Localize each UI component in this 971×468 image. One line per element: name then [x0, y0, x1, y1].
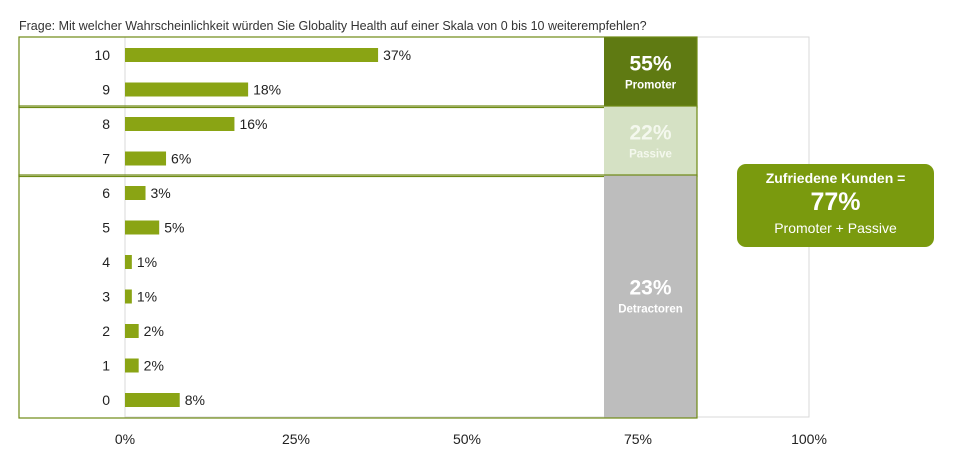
bar-6: [125, 186, 146, 200]
category-label-9: 9: [102, 82, 110, 98]
x-tick-label-100: 100%: [791, 431, 827, 447]
category-label-6: 6: [102, 185, 110, 201]
group-band-passive: [604, 106, 697, 177]
bar-2: [125, 324, 139, 338]
category-label-7: 7: [102, 151, 110, 167]
category-label-5: 5: [102, 220, 110, 236]
group-value-passive: 22%: [629, 121, 671, 144]
bar-0: [125, 393, 180, 407]
value-label-1: 2%: [144, 358, 164, 374]
bar-8: [125, 117, 235, 131]
value-label-6: 3%: [151, 185, 171, 201]
group-box-promoter: [18, 36, 698, 109]
group-value-detractoren: 23%: [629, 277, 671, 300]
category-label-8: 8: [102, 116, 110, 132]
value-label-0: 8%: [185, 392, 205, 408]
bar-7: [125, 151, 167, 166]
group-band-promoter: [604, 37, 697, 108]
category-label-0: 0: [102, 392, 110, 408]
category-label-10: 10: [94, 47, 110, 63]
callout-subtitle: Promoter + Passive: [774, 220, 897, 236]
callout-title: Zufriedene Kunden =: [765, 170, 906, 186]
bar-9: [125, 82, 249, 97]
value-label-9: 18%: [253, 82, 281, 98]
bar-1: [125, 358, 139, 373]
satisfied-customers-callout: Zufriedene Kunden = 77% Promoter + Passi…: [737, 164, 934, 247]
group-band-detractoren: [604, 175, 697, 418]
x-tick-label-25: 25%: [282, 431, 310, 447]
bar-10: [125, 48, 379, 62]
x-tick-label-75: 75%: [624, 431, 652, 447]
value-label-4: 1%: [137, 254, 157, 270]
group-label-detractoren: Detractoren: [618, 304, 683, 316]
group-label-passive: Passive: [629, 148, 672, 160]
value-label-8: 16%: [239, 116, 267, 132]
group-label-promoter: Promoter: [625, 79, 677, 91]
x-tick-label-50: 50%: [453, 431, 481, 447]
group-box-passive: [18, 105, 698, 178]
value-label-10: 37%: [383, 47, 411, 63]
group-value-promoter: 55%: [629, 52, 671, 75]
category-label-2: 2: [102, 323, 110, 339]
bar-3: [125, 289, 132, 304]
value-label-3: 1%: [137, 289, 157, 305]
bar-4: [125, 255, 132, 269]
question-text: Frage: Mit welcher Wahrscheinlichkeit wü…: [19, 19, 647, 33]
x-tick-label-0: 0%: [115, 431, 135, 447]
value-label-7: 6%: [171, 151, 191, 167]
category-label-4: 4: [102, 254, 110, 270]
category-label-3: 3: [102, 289, 110, 305]
bar-5: [125, 220, 160, 235]
value-label-5: 5%: [164, 220, 184, 236]
group-box-detractoren: [18, 174, 698, 419]
value-label-2: 2%: [144, 323, 164, 339]
callout-value: 77%: [810, 188, 861, 216]
category-label-1: 1: [102, 358, 110, 374]
